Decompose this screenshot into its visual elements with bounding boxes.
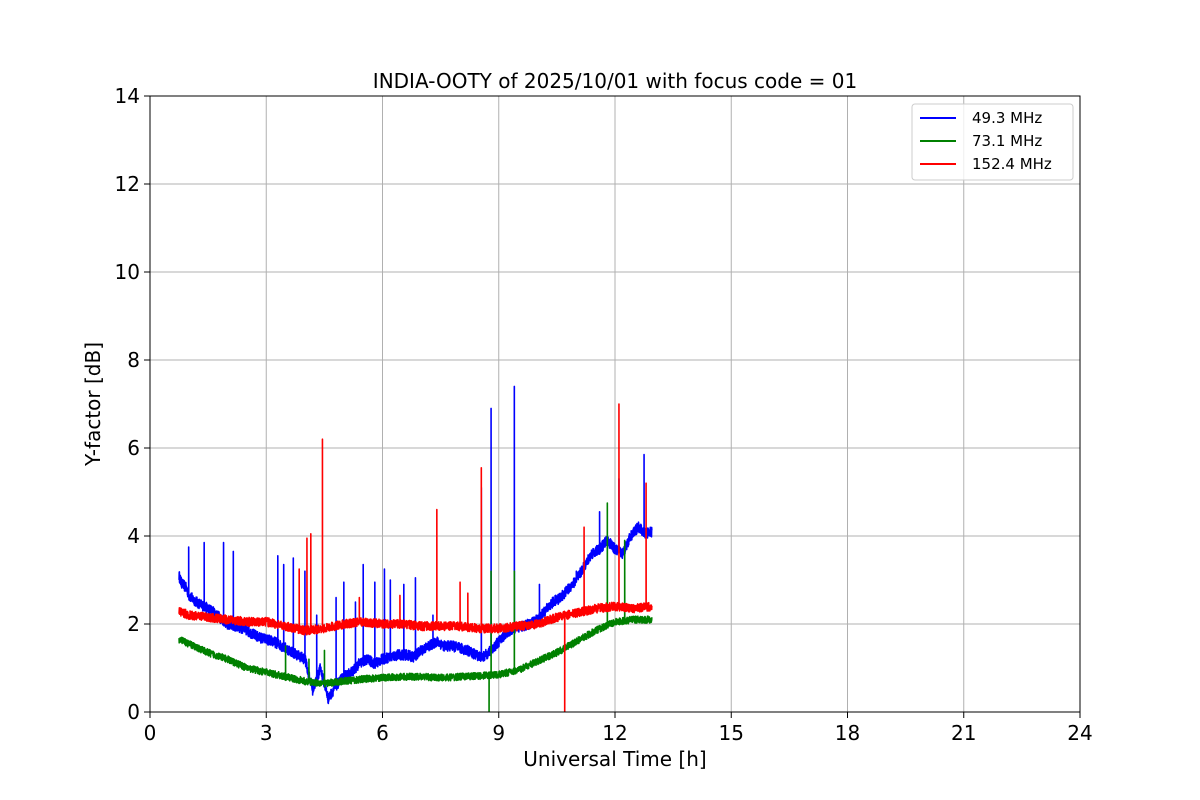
legend-label: 73.1 MHz (972, 132, 1042, 150)
y-tick-label: 4 (127, 524, 140, 548)
y-tick-label: 0 (127, 700, 140, 724)
legend-label: 49.3 MHz (972, 109, 1042, 127)
chart-title: INDIA-OOTY of 2025/10/01 with focus code… (373, 69, 857, 93)
legend-box (911, 103, 1074, 181)
x-tick-label: 6 (376, 721, 389, 745)
y-axis-label: Y-factor [dB] (81, 342, 105, 467)
series-line-2 (178, 502, 653, 712)
grid (149, 95, 1081, 713)
x-tick-label: 21 (951, 721, 976, 745)
x-tick-label: 18 (835, 721, 860, 745)
x-tick-label: 0 (144, 721, 157, 745)
series-lines (178, 385, 653, 712)
x-tick-label: 12 (602, 721, 627, 745)
x-tick-label: 9 (492, 721, 505, 745)
y-tick-label: 8 (127, 348, 140, 372)
y-tick-label: 2 (127, 612, 140, 636)
y-tick-label: 12 (115, 172, 140, 196)
y-tick-label: 6 (127, 436, 140, 460)
y-tick-label: 10 (115, 260, 140, 284)
series-line-3 (178, 403, 653, 712)
legend: 49.3 MHz 73.1 MHz 152.4 MHz (911, 103, 1074, 181)
x-tick-label: 15 (719, 721, 744, 745)
x-axis-label: Universal Time [h] (523, 747, 706, 771)
x-tick-label: 24 (1067, 721, 1092, 745)
y-tick-label: 14 (115, 84, 140, 108)
legend-label: 152.4 MHz (972, 155, 1052, 173)
series-line-1 (178, 385, 653, 705)
x-tick-label: 3 (260, 721, 273, 745)
